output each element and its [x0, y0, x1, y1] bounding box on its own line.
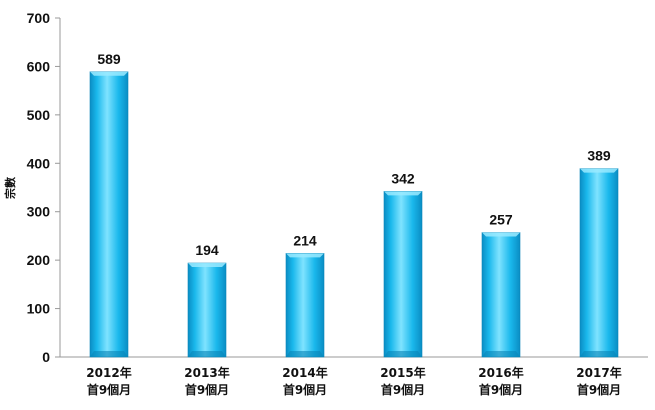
x-tick-label: 2013年首9個月	[184, 365, 229, 397]
bar-bottom-bevel	[90, 351, 128, 357]
bar-top-bevel	[90, 71, 128, 76]
data-label: 589	[97, 51, 121, 67]
x-tick-label: 2016年首9個月	[478, 365, 523, 397]
bar	[89, 71, 129, 358]
y-axis-title: 宗數	[3, 177, 17, 199]
data-label: 194	[195, 242, 219, 258]
x-tick-label: 2014年首9個月	[282, 365, 327, 397]
labels: 589 2012年首9個月 194 2013年首9個月 214 2014年首9個月 342 2…	[86, 51, 621, 397]
x-tick-label: 2015年首9個月	[380, 365, 425, 397]
data-label: 257	[489, 212, 513, 228]
bar-top-bevel	[384, 191, 422, 196]
bar-top-bevel	[188, 263, 226, 268]
bar-top-bevel	[286, 253, 324, 258]
bar-bottom-bevel	[482, 351, 520, 357]
bar-top-bevel	[482, 232, 520, 237]
bar-top-bevel	[580, 168, 618, 173]
bar-bottom-bevel	[384, 351, 422, 357]
y-tick-label: 500	[27, 107, 51, 123]
bar	[579, 168, 619, 358]
bar-bottom-bevel	[188, 351, 226, 357]
data-label: 342	[391, 170, 415, 186]
y-tick-label: 200	[27, 252, 51, 268]
y-tick-label: 600	[27, 58, 51, 74]
y-tick-label: 100	[27, 301, 51, 317]
bar-bottom-bevel	[580, 351, 618, 357]
x-tick-label: 2012年首9個月	[86, 365, 131, 397]
bar	[383, 191, 423, 358]
bar	[285, 253, 325, 358]
bar-bottom-bevel	[286, 351, 324, 357]
y-tick-label: 0	[42, 349, 50, 365]
bars	[89, 71, 619, 358]
x-tick-label: 2017年首9個月	[576, 365, 621, 397]
axes: 0 100 200 300 400 500 600 700	[27, 10, 648, 365]
bar	[187, 262, 227, 358]
data-label: 389	[587, 148, 611, 164]
y-tick-label: 300	[27, 204, 51, 220]
y-tick-label: 400	[27, 155, 51, 171]
bar	[481, 232, 521, 358]
y-tick-label: 700	[27, 10, 51, 26]
data-label: 214	[293, 232, 317, 248]
